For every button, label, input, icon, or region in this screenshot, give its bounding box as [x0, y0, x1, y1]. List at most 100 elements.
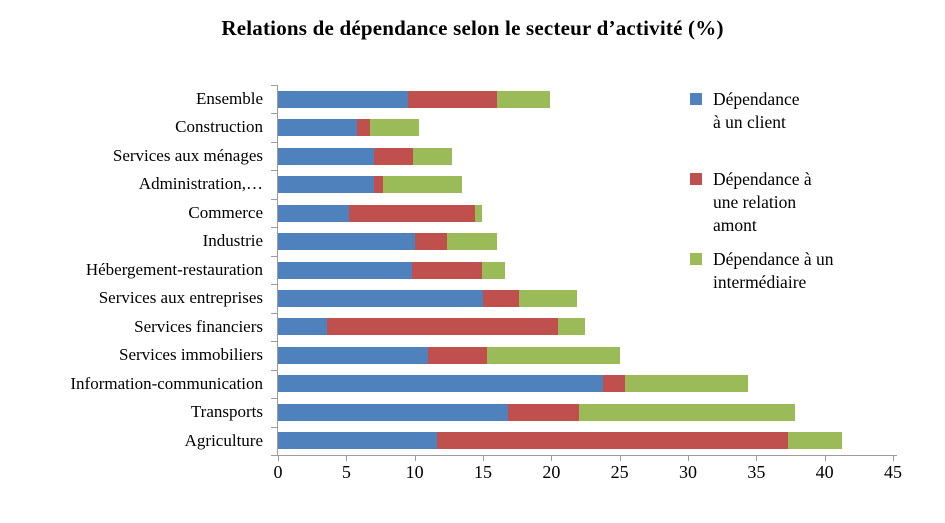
- bar-segment-amont: [373, 176, 384, 194]
- bar-row: [278, 375, 749, 393]
- bar-segment-intermediaire: [496, 90, 550, 108]
- bar-segment-intermediaire: [558, 318, 586, 336]
- bar-row: [278, 346, 620, 364]
- bar-row: [278, 119, 419, 137]
- legend-item-amont: Dépendance à une relation amont: [690, 168, 812, 237]
- bar-row: [278, 233, 497, 251]
- x-axis-tick: [620, 456, 621, 461]
- bar-segment-client: [278, 318, 328, 336]
- legend-item-label: Dépendance à: [713, 169, 812, 189]
- category-label: Commerce: [188, 202, 263, 222]
- bar-segment-client: [278, 432, 437, 450]
- bar-segment-amont: [357, 119, 370, 137]
- bar-row: [278, 289, 578, 307]
- bar-segment-client: [278, 375, 604, 393]
- bar-segment-amont: [373, 147, 414, 165]
- x-axis-tick: [346, 456, 347, 461]
- legend-color-icon: [690, 93, 702, 105]
- bar-segment-amont: [414, 233, 448, 251]
- category-axis-tick: [271, 227, 277, 228]
- legend-item-client: Dépendance à un client: [690, 88, 799, 134]
- legend-item-label: Dépendance à un: [713, 249, 834, 269]
- legend-item-label: à un client: [713, 112, 786, 132]
- value-axis-line: [272, 455, 897, 456]
- category-axis-tick: [271, 313, 277, 314]
- bar-row: [278, 432, 843, 450]
- x-axis-tick: [893, 456, 894, 461]
- bar-row: [278, 90, 550, 108]
- category-axis-tick: [271, 341, 277, 342]
- bar-segment-intermediaire: [625, 375, 749, 393]
- category-axis-tick: [271, 85, 277, 86]
- x-axis-tick-label: 5: [341, 462, 351, 482]
- x-axis-tick-label: 30: [679, 462, 697, 482]
- x-axis-tick-label: 15: [474, 462, 492, 482]
- bar-segment-amont: [411, 261, 482, 279]
- category-label: Construction: [175, 117, 263, 137]
- bar-segment-amont: [603, 375, 626, 393]
- bar-segment-client: [278, 176, 374, 194]
- category-axis-tick: [271, 370, 277, 371]
- category-label: Information-communication: [70, 373, 263, 393]
- category-axis-tick: [271, 256, 277, 257]
- x-axis-tick: [415, 456, 416, 461]
- x-axis-tick: [825, 456, 826, 461]
- bar-segment-client: [278, 147, 374, 165]
- category-axis-tick: [271, 142, 277, 143]
- bar-row: [278, 403, 795, 421]
- category-label: Hébergement-restauration: [85, 259, 263, 279]
- bar-row: [278, 176, 463, 194]
- bar-segment-amont: [327, 318, 559, 336]
- bar-segment-amont: [349, 204, 475, 222]
- bar-segment-intermediaire: [481, 261, 505, 279]
- x-axis-tick-label: 20: [542, 462, 561, 482]
- category-label: Ensemble: [195, 89, 263, 108]
- legend-color-icon: [690, 253, 702, 265]
- bar-row: [278, 261, 505, 279]
- x-axis-tick-label: 25: [610, 462, 629, 482]
- bar-segment-intermediaire: [487, 346, 620, 364]
- category-label: Services financiers: [134, 316, 263, 336]
- x-axis-tick-label: 10: [405, 462, 424, 482]
- category-axis-tick: [271, 199, 277, 200]
- legend-item-label: intermédiaire: [713, 272, 807, 292]
- category-axis-tick: [271, 113, 277, 114]
- bar-segment-amont: [428, 346, 488, 364]
- bar-segment-amont: [483, 289, 519, 307]
- bar-segment-intermediaire: [369, 119, 419, 137]
- legend-item-intermediaire: Dépendance à un intermédiaire: [690, 248, 834, 294]
- bar-row: [278, 204, 482, 222]
- category-label: Transports: [190, 402, 263, 422]
- bar-row: [278, 318, 586, 336]
- bar-segment-intermediaire: [383, 176, 463, 194]
- category-axis-tick: [271, 455, 277, 456]
- bar-segment-client: [278, 204, 350, 222]
- bar-segment-client: [278, 403, 508, 421]
- x-axis-tick-label: 45: [884, 462, 902, 482]
- bar-row: [278, 147, 452, 165]
- bar-segment-client: [278, 289, 483, 307]
- x-axis-tick: [688, 456, 689, 461]
- category-label: Agriculture: [184, 430, 263, 450]
- category-axis-tick: [271, 170, 277, 171]
- bar-segment-client: [278, 261, 412, 279]
- chart-title: Relations de dépendance selon le secteur…: [221, 16, 724, 40]
- bar-segment-client: [278, 90, 408, 108]
- x-axis-tick-label: 40: [815, 462, 834, 482]
- x-axis-tick-label: 0: [273, 462, 283, 482]
- bar-segment-client: [278, 233, 415, 251]
- category-axis-tick: [271, 427, 277, 428]
- bar-segment-amont: [407, 90, 497, 108]
- legend-item-label: une relation: [713, 192, 797, 212]
- bar-segment-intermediaire: [518, 289, 578, 307]
- category-axis-line: [277, 85, 278, 456]
- category-axis-tick: [271, 398, 277, 399]
- bar-segment-client: [278, 119, 358, 137]
- category-label: Services aux ménages: [112, 145, 263, 165]
- bar-segment-intermediaire: [787, 432, 843, 450]
- x-axis-tick: [551, 456, 552, 461]
- category-axis-tick: [271, 284, 277, 285]
- x-axis-tick-label: 35: [747, 462, 766, 482]
- bar-segment-amont: [436, 432, 788, 450]
